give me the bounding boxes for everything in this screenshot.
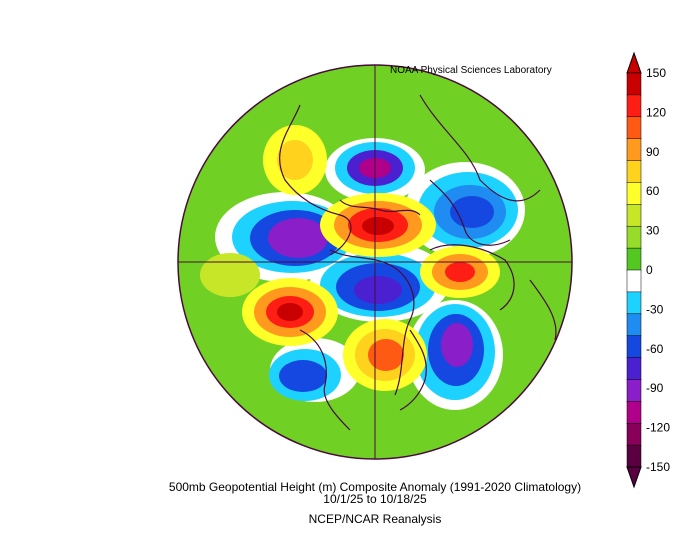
colorbar-swatch [626, 204, 642, 227]
colorbar-swatch [626, 291, 642, 315]
colorbar-swatch [626, 422, 642, 446]
coast-scandinavia [429, 179, 511, 246]
colorbar-swatch [626, 116, 642, 140]
colorbar-tick-label: 0 [646, 263, 653, 277]
coast-asia [279, 104, 352, 256]
colorbar-tick-label: 150 [646, 66, 666, 80]
colorbar-tick-label: -120 [646, 421, 670, 435]
trough-scandinavia-core [450, 196, 494, 228]
colorbar-swatch [626, 335, 642, 359]
ridge-upper-left-core [277, 140, 313, 180]
colorbar-swatch [626, 138, 642, 162]
colorbar-tick-label: -90 [646, 381, 664, 395]
ridge-central-arctic-peak [362, 217, 394, 235]
colorbar-swatch [626, 182, 642, 206]
coast-greenland [429, 244, 515, 311]
colorbar-swatch [626, 269, 642, 293]
coast-north-america [329, 249, 415, 396]
colorbar-swatch [626, 160, 642, 184]
coast-europe-north [419, 94, 541, 202]
ridge-east-na-core [368, 339, 404, 371]
coast-africa [529, 279, 557, 341]
colorbar-tick-label: 60 [646, 184, 660, 198]
title-line-1: 500mb Geopotential Height (m) Composite … [168, 480, 582, 494]
colorbar: 150 120 90 60 30 0 -30 -60 -90 -120 -150 [626, 51, 670, 489]
credit-text: NOAA Physical Sciences Laboratory [390, 65, 552, 76]
trough-western-europe-core [441, 323, 473, 367]
colorbar-tick-label: 30 [646, 224, 660, 238]
ridge-north-pacific-peak [277, 303, 303, 321]
ridge-siberia-core [445, 262, 475, 282]
coast-east-na [399, 329, 427, 411]
colorbar-tick-label: 90 [646, 145, 660, 159]
coast-arctic [339, 199, 421, 216]
title-line-2: 10/1/25 to 10/18/25 [323, 492, 427, 506]
colorbar-top-arrow [626, 51, 642, 74]
map-boundary [177, 64, 573, 460]
colorbar-swatch [626, 444, 642, 468]
coastlines [279, 94, 557, 431]
colorbar-swatch [626, 72, 642, 96]
coast-west-na [299, 329, 351, 431]
colorbar-swatch [626, 379, 642, 403]
colorbar-swatch [626, 247, 642, 271]
colorbar-swatch [626, 357, 642, 381]
colorbar-tick-label: -30 [646, 302, 664, 316]
ridge-west-outer [200, 253, 260, 297]
colorbar-swatch [626, 94, 642, 118]
trough-north-atlantic-core [268, 218, 328, 258]
colorbar-tick-label: -150 [646, 460, 670, 474]
trough-east-pacific-core [279, 360, 327, 392]
colorbar-bottom-arrow [626, 466, 642, 489]
trough-central-pole-core [354, 276, 402, 304]
colorbar-swatch [626, 401, 642, 424]
colorbar-swatch [626, 313, 642, 337]
title-line-3: NCEP/NCAR Reanalysis [308, 512, 442, 526]
colorbar-tick-label: -60 [646, 342, 664, 356]
colorbar-tick-label: 120 [646, 105, 666, 119]
colorbar-swatch [626, 225, 642, 249]
